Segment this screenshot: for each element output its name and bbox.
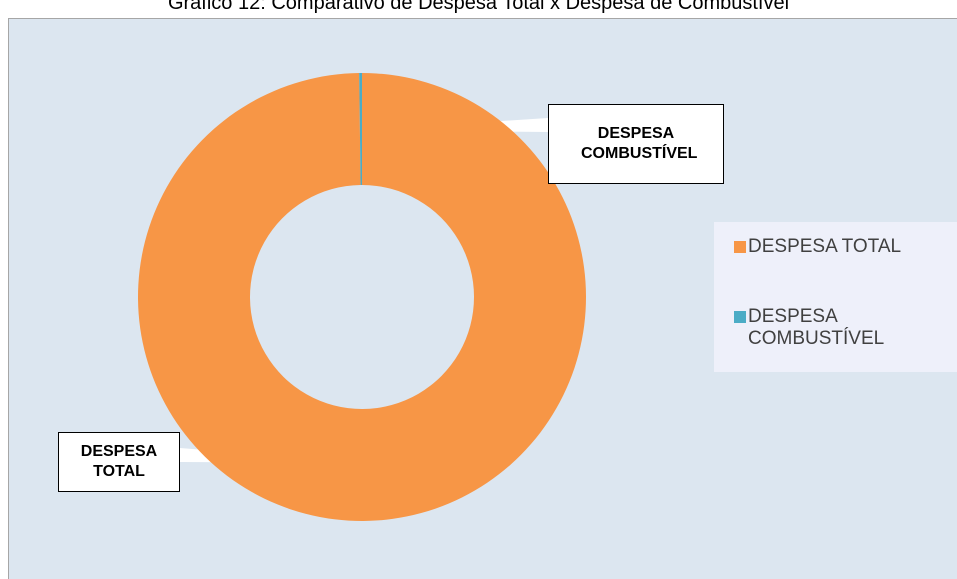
donut-slice (137, 73, 586, 521)
legend-item: DESPESA TOTAL (734, 236, 938, 258)
legend-item: DESPESA COMBUSTÍVEL (734, 306, 938, 350)
legend-swatch (734, 241, 746, 253)
chart-title: Gráfico 12: Comparativo de Despesa Total… (167, 0, 790, 14)
data-label-text: DESPESA TOTAL (80, 443, 158, 480)
donut-slice (359, 73, 362, 186)
data-label-text: DESPESA COMBUSTÍVEL (581, 125, 698, 162)
legend-label: DESPESA TOTAL (748, 236, 902, 257)
legend-swatch (734, 311, 746, 323)
data-label: DESPESA COMBUSTÍVEL (548, 104, 724, 184)
legend: DESPESA TOTAL DESPESA COMBUSTÍVEL (714, 222, 957, 372)
data-label: DESPESA TOTAL (58, 432, 180, 492)
legend-label: DESPESA COMBUSTÍVEL (748, 306, 885, 349)
